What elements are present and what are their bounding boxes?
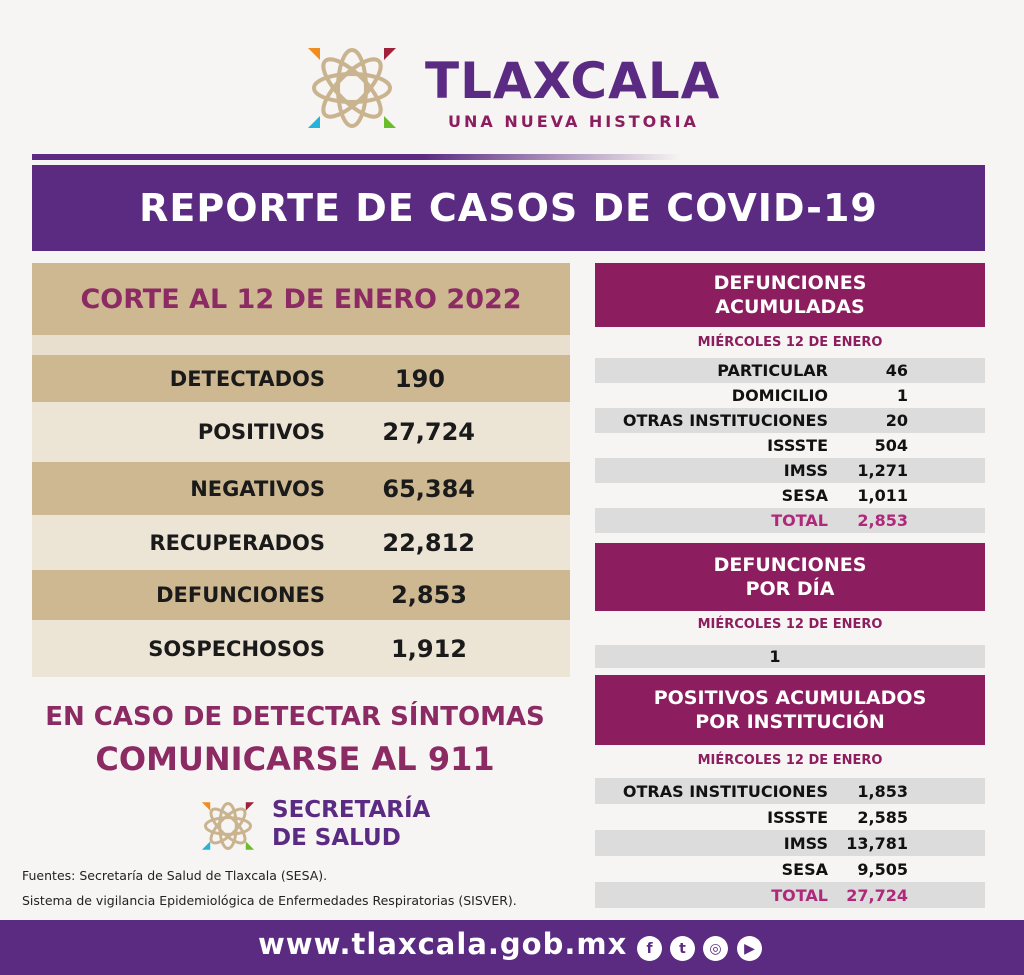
row-label: SESA <box>781 486 828 505</box>
row-label: ISSSTE <box>767 436 828 455</box>
summary-row: SOSPECHOSOS 1,912 <box>32 620 570 677</box>
defunciones-dia-header: DEFUNCIONES POR DÍA <box>595 543 985 611</box>
row-value: 46 <box>885 361 908 380</box>
row-label: OTRAS INSTITUCIONES <box>622 411 828 430</box>
table-row: DOMICILIO 1 <box>595 383 985 408</box>
summary-row: RECUPERADOS 22,812 <box>32 515 570 570</box>
summary-title: CORTE AL 12 DE ENERO 2022 <box>32 263 570 335</box>
callout-line2: COMUNICARSE AL 911 <box>95 740 495 778</box>
facebook-icon[interactable]: f <box>637 936 662 961</box>
youtube-icon[interactable]: ▶ <box>737 936 762 961</box>
date-label: MIÉRCOLES 12 DE ENERO <box>697 617 883 632</box>
table-row: ISSSTE 504 <box>595 433 985 458</box>
divider <box>32 154 682 160</box>
secretaria-title: SECRETARÍA DE SALUD <box>272 797 431 851</box>
table-row: SESA 1,011 <box>595 483 985 508</box>
row-label: IMSS <box>783 833 828 853</box>
date-label: MIÉRCOLES 12 DE ENERO <box>697 753 883 768</box>
table-row: SESA 9,505 <box>595 856 985 882</box>
callout-line1: EN CASO DE DETECTAR SÍNTOMAS <box>45 702 545 732</box>
row-value: 2,585 <box>857 807 908 827</box>
table-row: IMSS 13,781 <box>595 830 985 856</box>
date-label: MIÉRCOLES 12 DE ENERO <box>697 335 883 350</box>
table-row: TOTAL 27,724 <box>595 882 985 908</box>
twitter-icon[interactable]: t <box>670 936 695 961</box>
table-row: TOTAL 2,853 <box>595 508 985 533</box>
defunciones-acumuladas-header: DEFUNCIONES ACUMULADAS <box>595 263 985 327</box>
tlaxcala-logo-icon <box>308 48 396 128</box>
source-text: Sistema de vigilancia Epidemiológica de … <box>22 893 517 908</box>
instagram-icon[interactable]: ◎ <box>703 936 728 961</box>
table-row: IMSS 1,271 <box>595 458 985 483</box>
row-label: IMSS <box>783 461 828 480</box>
source-text: Fuentes: Secretaría de Salud de Tlaxcala… <box>22 868 328 883</box>
summary-panel: CORTE AL 12 DE ENERO 2022 DETECTADOS 190 … <box>32 263 570 677</box>
table-row: OTRAS INSTITUCIONES 20 <box>595 408 985 433</box>
row-value: 504 <box>874 436 908 455</box>
row-label: SESA <box>781 859 828 879</box>
table-row: ISSSTE 2,585 <box>595 804 985 830</box>
row-label: DOMICILIO <box>731 386 828 405</box>
row-label: PARTICULAR <box>717 361 828 380</box>
defunciones-dia-row: 1 <box>595 645 985 668</box>
app-subtitle: UNA NUEVA HISTORIA <box>448 112 699 131</box>
app-title: TLAXCALA <box>425 52 721 110</box>
row-label: OTRAS INSTITUCIONES <box>622 781 828 801</box>
row-label: TOTAL <box>771 885 828 905</box>
row-value: 20 <box>885 411 908 430</box>
row-value: 1,011 <box>857 486 908 505</box>
report-banner: REPORTE DE CASOS DE COVID-19 <box>32 165 985 251</box>
row-value: 1,271 <box>857 461 908 480</box>
summary-row: POSITIVOS 27,724 <box>32 402 570 462</box>
secretaria-logo-icon <box>201 802 255 850</box>
row-value: 27,724 <box>846 885 908 905</box>
footer <box>0 920 1024 975</box>
summary-row: DEFUNCIONES 2,853 <box>32 570 570 620</box>
row-value: 13,781 <box>846 833 908 853</box>
row-value: 2,853 <box>857 511 908 530</box>
summary-row: DETECTADOS 190 <box>32 355 570 402</box>
website-link[interactable]: www.tlaxcala.gob.mx <box>258 927 628 961</box>
row-value: 1,853 <box>857 781 908 801</box>
row-value: 9,505 <box>857 859 908 879</box>
table-row: OTRAS INSTITUCIONES 1,853 <box>595 778 985 804</box>
table-row: PARTICULAR 46 <box>595 358 985 383</box>
summary-row: NEGATIVOS 65,384 <box>32 462 570 515</box>
row-label: TOTAL <box>771 511 828 530</box>
row-label: ISSSTE <box>767 807 828 827</box>
row-value: 1 <box>896 386 908 405</box>
positivos-institucion-header: POSITIVOS ACUMULADOS POR INSTITUCIÓN <box>595 675 985 745</box>
